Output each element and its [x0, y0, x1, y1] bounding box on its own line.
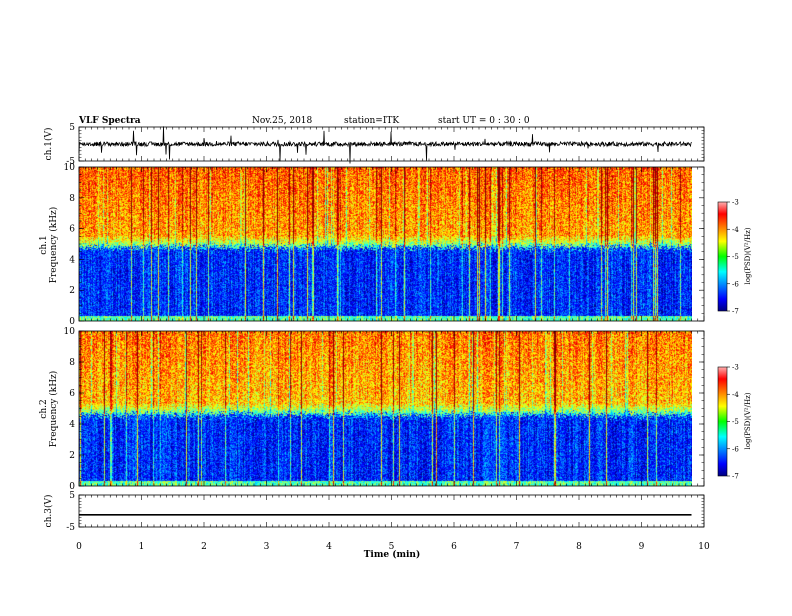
ytick-label-w3-0: 5: [69, 491, 75, 501]
xtick-label-5: 5: [389, 542, 395, 552]
spectrogram-ch2-channel-label: ch.2: [39, 399, 49, 418]
ytick-label-s2-2: 4: [69, 420, 75, 430]
colorbar2-tick-3: -6: [732, 445, 739, 453]
waveform-ch1-panel: [78, 126, 692, 164]
colorbar1-tick-0: -3: [732, 199, 739, 207]
xtick-label-6: 6: [451, 542, 457, 552]
xtick-label-4: 4: [326, 542, 332, 552]
ytick-label-s1-4: 8: [69, 194, 75, 204]
ytick-label-s2-4: 8: [69, 358, 75, 368]
xtick-label-3: 3: [264, 542, 270, 552]
xtick-label-0: 0: [76, 542, 82, 552]
ytick-label-s1-3: 6: [69, 225, 75, 235]
ytick-label-s2-3: 6: [69, 389, 75, 399]
ytick-label-s1-0: 0: [69, 317, 75, 327]
ytick-label-w1-0: 5: [69, 123, 75, 133]
ytick-label-s1-1: 2: [69, 286, 75, 296]
colorbar1-tick-2: -5: [732, 253, 739, 261]
waveform-ch1-trace: [78, 126, 692, 164]
colorbar2-tick-4: -7: [732, 473, 739, 481]
colorbar2-tick-2: -5: [732, 418, 739, 426]
waveform-ch3-ylabel: ch.3(V): [43, 495, 54, 528]
spec2-image: [79, 331, 692, 486]
figure-header: VLF Spectra Nov.25, 2018 station=ITK sta…: [78, 116, 530, 126]
xtick-label-10: 10: [698, 542, 710, 552]
colorbar-ticks: -3 -4 -5 -6 -7 -3 -4 -5 -6 -7: [727, 199, 739, 481]
colorbar-ch1-label: log(PSD)(V²/Hz): [744, 227, 752, 284]
xtick-label-1: 1: [139, 542, 145, 552]
xtick-label-9: 9: [639, 542, 645, 552]
ytick-label-s1-2: 4: [69, 255, 75, 265]
spectrogram-ch1-ylabel: Frequency (kHz): [48, 207, 59, 284]
start-time-label: start UT = 0 : 30 : 0: [438, 116, 530, 126]
spectrogram-ch2-panel: [79, 331, 692, 486]
ytick-label-w3-1: -5: [66, 523, 75, 533]
colorbar-ch2-label: log(PSD)(V²/Hz): [744, 392, 752, 449]
colorbar1-tick-1: -4: [732, 226, 739, 234]
ytick-label-s1-5: 10: [64, 163, 76, 173]
ytick-label-w1-1: -5: [66, 157, 75, 167]
xtick-label-8: 8: [576, 542, 582, 552]
spec1-image: [79, 167, 692, 321]
spectrogram-ch1-panel: [79, 167, 692, 321]
spectrogram-ch1-channel-label: ch.1: [39, 235, 49, 254]
colorbar1-tick-3: -6: [732, 280, 739, 288]
colorbar2-tick-0: -3: [732, 364, 739, 372]
colorbar1-tick-4: -7: [732, 308, 739, 316]
colorbar2-tick-1: -4: [732, 391, 739, 399]
figure-title: VLF Spectra: [78, 116, 141, 126]
waveform-ch1-ylabel: ch.1(V): [43, 128, 54, 161]
station-label: station=ITK: [344, 116, 399, 126]
x-axis-label: Time (min): [364, 549, 421, 560]
date-label: Nov.25, 2018: [252, 116, 313, 126]
ytick-label-s2-1: 2: [69, 451, 75, 461]
ytick-label-s2-5: 10: [64, 327, 76, 337]
xtick-label-7: 7: [514, 542, 520, 552]
spectrogram-ch2-ylabel: Frequency (kHz): [48, 371, 59, 448]
xtick-label-2: 2: [201, 542, 207, 552]
ytick-label-s2-0: 0: [69, 482, 75, 492]
